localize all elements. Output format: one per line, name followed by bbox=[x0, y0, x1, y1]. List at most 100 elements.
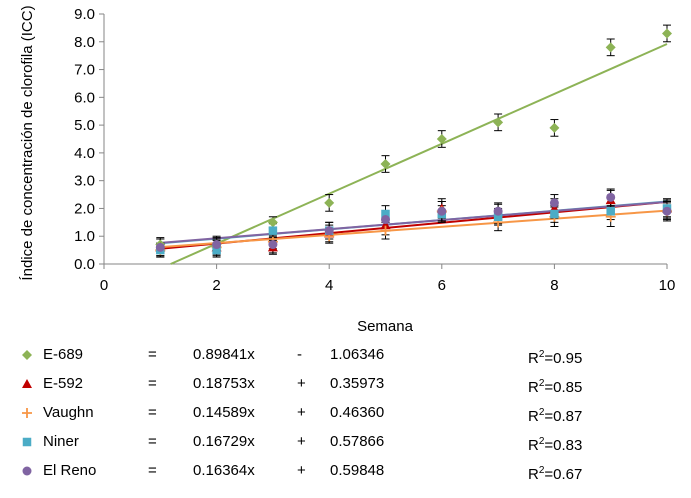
legend-marker-triangle bbox=[20, 372, 34, 396]
legend-series-name: E-592 bbox=[43, 375, 84, 392]
data-point bbox=[606, 206, 615, 216]
legend-intercept: 0.59848 bbox=[330, 462, 385, 479]
data-point bbox=[381, 215, 390, 225]
y-tick-label: 0.0 bbox=[74, 256, 95, 273]
legend-row: Vaughn = 0.14589x +0.46360 R2=0.87 bbox=[0, 401, 691, 425]
legend-marker-circle bbox=[20, 459, 34, 483]
data-point bbox=[605, 42, 616, 53]
legend-intercept: 0.46360 bbox=[330, 404, 385, 421]
data-point bbox=[493, 212, 503, 222]
data-point bbox=[324, 197, 335, 208]
x-tick-label: 6 bbox=[438, 277, 446, 294]
legend-r-squared: R2=0.67 bbox=[528, 459, 582, 487]
data-point bbox=[662, 28, 672, 39]
r2-superscript: 2 bbox=[538, 349, 545, 360]
data-point bbox=[549, 122, 560, 133]
legend-equals: = bbox=[148, 433, 157, 450]
data-point bbox=[268, 226, 278, 235]
legend-row: E-592 = 0.18753x +0.35973 R2=0.85 bbox=[0, 372, 691, 396]
data-point bbox=[380, 220, 391, 230]
legend-intercept: 0.35973 bbox=[330, 375, 385, 392]
data-point bbox=[662, 206, 672, 216]
data-point bbox=[212, 245, 221, 255]
legend-operator: + bbox=[297, 433, 306, 450]
y-tick-label: 2.0 bbox=[74, 200, 95, 217]
data-point bbox=[212, 240, 222, 250]
data-point bbox=[493, 206, 503, 216]
y-tick-label: 5.0 bbox=[74, 117, 95, 134]
marker-diamond bbox=[22, 350, 32, 360]
trendlines bbox=[160, 43, 668, 265]
legend-marker-diamond bbox=[20, 343, 34, 367]
r2-label: R bbox=[528, 466, 539, 483]
legend-marker-square bbox=[20, 430, 34, 454]
x-tick-label: 10 bbox=[659, 277, 676, 294]
marker-square bbox=[22, 437, 32, 447]
data-point bbox=[380, 159, 391, 169]
legend-slope: 0.16729x bbox=[193, 433, 255, 450]
trendline bbox=[170, 43, 668, 265]
legend-row: El Reno = 0.16364x +0.59848 R2=0.67 bbox=[0, 459, 691, 483]
r2-superscript: 2 bbox=[538, 378, 545, 389]
data-point bbox=[381, 209, 390, 219]
x-tick-label: 8 bbox=[550, 277, 558, 294]
legend-row: E-689 = 0.89841x - 1.06346 R2=0.95 bbox=[0, 343, 691, 367]
legend-intercept: 1.06346 bbox=[330, 346, 385, 363]
r2-superscript: 2 bbox=[538, 407, 545, 418]
r2-value: =0.95 bbox=[544, 350, 583, 367]
legend-slope: 0.14589x bbox=[193, 404, 255, 421]
marker-triangle bbox=[22, 379, 32, 388]
y-tick-label: 6.0 bbox=[74, 89, 95, 106]
data-point bbox=[268, 240, 278, 250]
x-axis-title: Semana bbox=[357, 318, 414, 335]
legend-r-squared: R2=0.83 bbox=[528, 430, 582, 458]
y-axis-title: Índice de concentración de clorofila (IC… bbox=[19, 5, 36, 280]
r2-value: =0.67 bbox=[544, 466, 583, 483]
data-point bbox=[493, 117, 504, 128]
legend-r-squared: R2=0.85 bbox=[528, 372, 582, 400]
legend-operator: + bbox=[297, 462, 306, 479]
y-tick-label: 1.0 bbox=[74, 228, 95, 245]
legend-equals: = bbox=[148, 462, 157, 479]
data-point bbox=[436, 134, 447, 144]
marker-circle bbox=[22, 466, 32, 476]
data-points bbox=[155, 28, 672, 256]
r2-label: R bbox=[528, 379, 539, 396]
r2-value: =0.83 bbox=[544, 437, 583, 454]
legend-slope: 0.89841x bbox=[193, 346, 255, 363]
data-point bbox=[267, 217, 278, 228]
axes: 0.0 1.0 2.0 3.0 4.0 5.0 6.0 7.0 8.0 9.0 0 2 4 6 8 10 bbox=[74, 6, 675, 294]
legend-slope: 0.18753x bbox=[193, 375, 255, 392]
r2-value: =0.85 bbox=[544, 379, 583, 396]
legend-series-name: E-689 bbox=[43, 346, 84, 363]
trendline bbox=[160, 200, 668, 244]
legend-r-squared: R2=0.95 bbox=[528, 343, 582, 371]
data-point bbox=[549, 198, 559, 208]
y-tick-label: 3.0 bbox=[74, 173, 95, 190]
y-tick-label: 8.0 bbox=[74, 34, 95, 51]
legend-series-name: El Reno bbox=[43, 462, 97, 479]
x-tick-label: 2 bbox=[212, 277, 220, 294]
x-tick-label: 4 bbox=[325, 277, 333, 294]
legend-equals: = bbox=[148, 346, 157, 363]
r2-superscript: 2 bbox=[538, 465, 545, 476]
data-point bbox=[155, 242, 165, 252]
legend-intercept: 0.57866 bbox=[330, 433, 385, 450]
legend-series-name: Vaughn bbox=[43, 404, 94, 421]
data-point bbox=[380, 225, 391, 236]
x-tick-label: 0 bbox=[100, 277, 108, 294]
data-point bbox=[550, 209, 559, 219]
y-tick-label: 7.0 bbox=[74, 62, 95, 79]
legend-operator: + bbox=[297, 404, 306, 421]
r2-label: R bbox=[528, 350, 539, 367]
data-point bbox=[606, 192, 616, 202]
r2-label: R bbox=[528, 408, 539, 425]
legend-operator: + bbox=[297, 375, 306, 392]
data-point bbox=[324, 226, 334, 236]
legend-marker-plus bbox=[20, 401, 34, 425]
data-point bbox=[437, 206, 447, 216]
trendline bbox=[160, 209, 668, 249]
legend-equals: = bbox=[148, 375, 157, 392]
y-tick-label: 4.0 bbox=[74, 145, 95, 162]
